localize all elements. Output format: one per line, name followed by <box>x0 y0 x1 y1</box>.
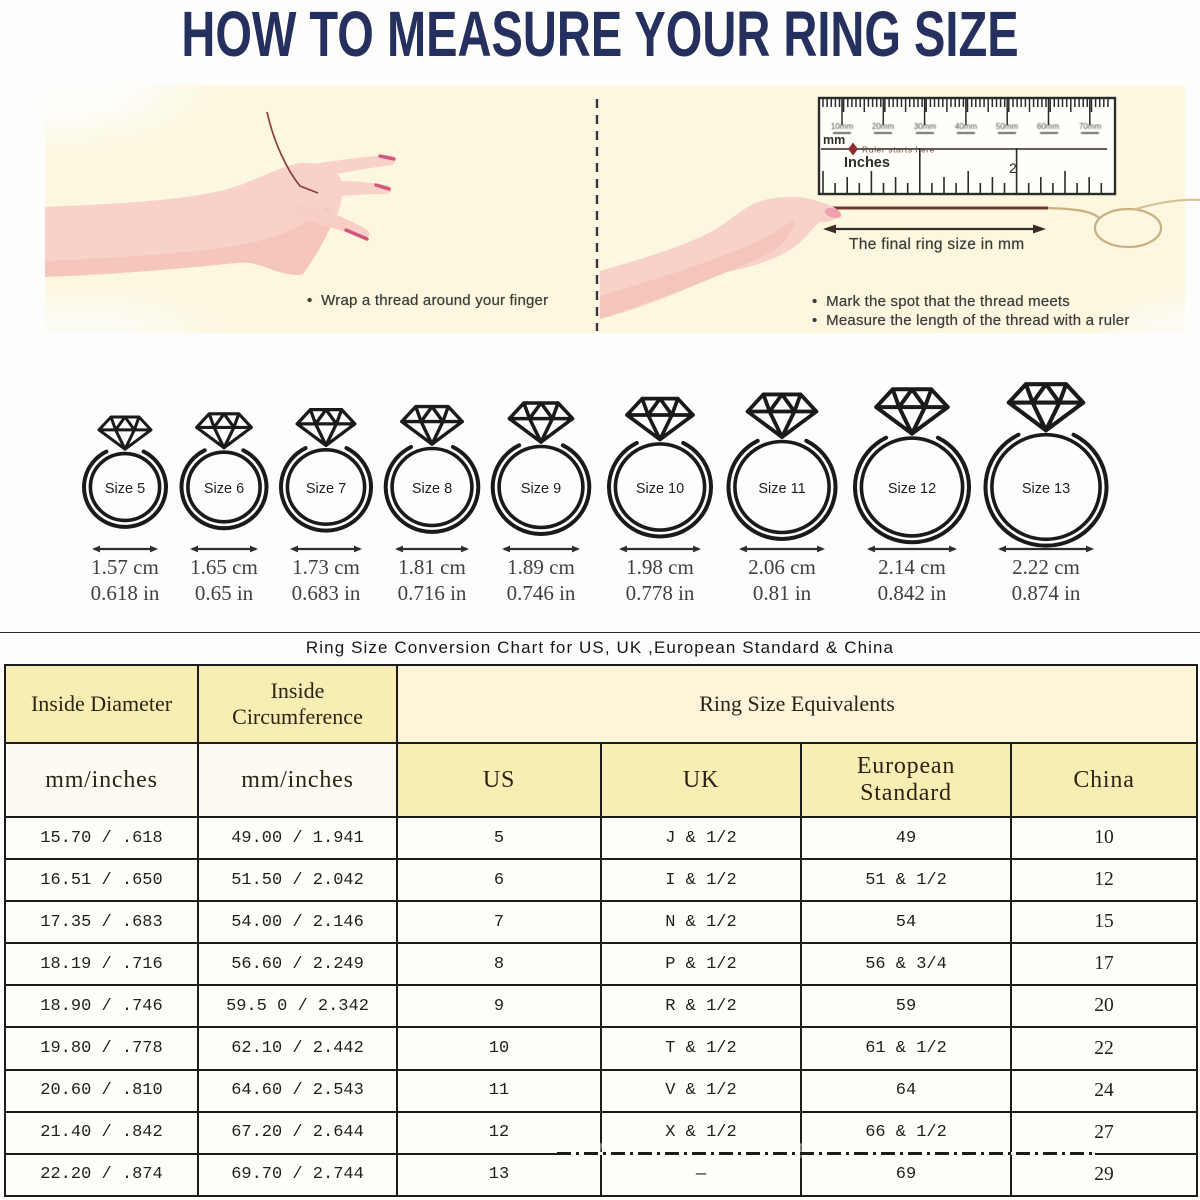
svg-text:mm: mm <box>823 133 845 147</box>
svg-text:0.81 in: 0.81 in <box>753 581 812 605</box>
svg-text:50mm: 50mm <box>996 122 1019 131</box>
svg-text:2.14 cm: 2.14 cm <box>878 555 946 579</box>
svg-text:0.842 in: 0.842 in <box>878 581 947 605</box>
svg-text:0.65 in: 0.65 in <box>195 581 254 605</box>
svg-text:Inches: Inches <box>844 155 890 171</box>
svg-text:0.778 in: 0.778 in <box>626 581 695 605</box>
svg-text:Size 8: Size 8 <box>412 481 452 497</box>
svg-text:30mm: 30mm <box>914 122 937 131</box>
svg-text:0.874 in: 0.874 in <box>1012 581 1081 605</box>
svg-text:1.81 cm: 1.81 cm <box>398 555 466 579</box>
svg-text:1.98 cm: 1.98 cm <box>626 555 694 579</box>
svg-text:0.716 in: 0.716 in <box>398 581 467 605</box>
svg-text:Size 7: Size 7 <box>306 481 346 497</box>
svg-text:10mm: 10mm <box>831 122 854 131</box>
svg-text:Size 12: Size 12 <box>888 481 936 497</box>
svg-text:Size 5: Size 5 <box>105 481 145 497</box>
svg-text:1.73 cm: 1.73 cm <box>292 555 360 579</box>
svg-text:20mm: 20mm <box>872 122 895 131</box>
svg-text:Size 6: Size 6 <box>204 481 244 497</box>
svg-text:60mm: 60mm <box>1037 122 1060 131</box>
svg-text:40mm: 40mm <box>955 122 978 131</box>
svg-text:2.22 cm: 2.22 cm <box>1012 555 1080 579</box>
svg-text:1.65 cm: 1.65 cm <box>190 555 258 579</box>
svg-text:Size 13: Size 13 <box>1022 481 1070 497</box>
svg-text:70mm: 70mm <box>1079 122 1102 131</box>
svg-text:2: 2 <box>1009 160 1017 176</box>
svg-text:2.06 cm: 2.06 cm <box>748 555 816 579</box>
svg-text:Ruler starts here: Ruler starts here <box>862 145 935 155</box>
svg-text:1.89 cm: 1.89 cm <box>507 555 575 579</box>
svg-text:0.618 in: 0.618 in <box>91 581 160 605</box>
svg-text:0.683 in: 0.683 in <box>292 581 361 605</box>
svg-text:0.746 in: 0.746 in <box>507 581 576 605</box>
svg-text:Size 9: Size 9 <box>521 481 561 497</box>
svg-text:Size 10: Size 10 <box>636 481 684 497</box>
svg-text:1.57 cm: 1.57 cm <box>91 555 159 579</box>
svg-text:Size 11: Size 11 <box>758 481 805 497</box>
